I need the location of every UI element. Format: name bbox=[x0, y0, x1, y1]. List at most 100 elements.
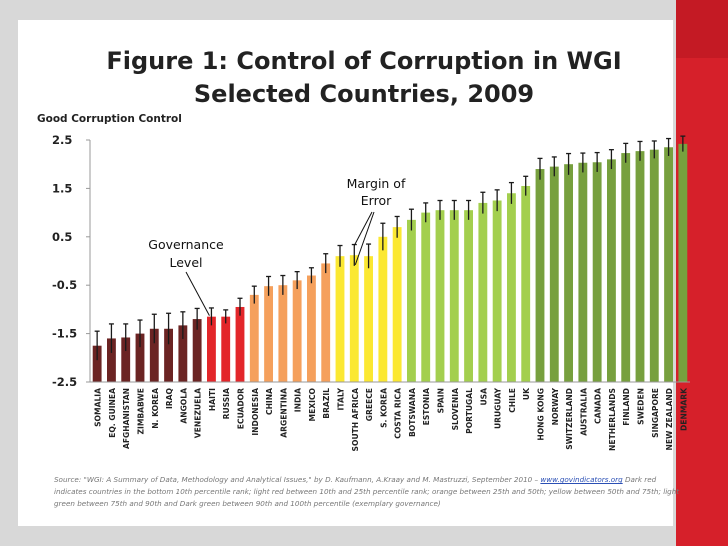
slide-canvas bbox=[18, 20, 673, 526]
bar bbox=[521, 185, 531, 382]
x-tick-label: VENEZUELA bbox=[194, 388, 203, 438]
x-tick-label: ESTONIA bbox=[422, 388, 431, 425]
bar bbox=[335, 256, 345, 382]
x-tick-label: BOTSWANA bbox=[408, 388, 417, 437]
bar bbox=[278, 285, 288, 382]
annotation-margin-line-2: Error bbox=[361, 193, 392, 208]
x-tick-label: GREECE bbox=[365, 388, 374, 421]
bar bbox=[678, 143, 688, 382]
annotation-governance-line-1: Governance bbox=[148, 237, 224, 252]
x-tick-label: CANADA bbox=[594, 388, 603, 424]
x-tick-label: SWEDEN bbox=[637, 388, 646, 425]
annotation-margin-line-1: Margin of bbox=[347, 176, 406, 191]
y-tick-label: -0.5 bbox=[52, 278, 77, 292]
x-tick-label: FINLAND bbox=[622, 388, 631, 426]
x-tick-label: S. KOREA bbox=[379, 388, 388, 428]
x-tick-label: NORWAY bbox=[551, 388, 560, 426]
bar bbox=[207, 316, 216, 382]
bar bbox=[492, 200, 502, 382]
source-suffix: Dark red indicates countries in the bott… bbox=[54, 475, 680, 508]
x-tick-label: RUSSIA bbox=[222, 388, 231, 419]
x-tick-label: INDIA bbox=[294, 388, 303, 412]
x-tick-label: CHINA bbox=[265, 388, 274, 415]
y-tick-label: -2.5 bbox=[52, 375, 77, 389]
annotation-governance-line-2: Level bbox=[170, 255, 203, 270]
x-tick-label: SPAIN bbox=[437, 388, 446, 413]
x-tick-label: ITALY bbox=[337, 388, 346, 411]
slide-accent-band-top bbox=[676, 0, 728, 58]
x-tick-label: AFGHANISTAN bbox=[122, 388, 131, 449]
y-tick-label: -1.5 bbox=[52, 327, 77, 341]
bar bbox=[349, 255, 359, 382]
bar bbox=[221, 316, 231, 382]
x-tick-label: PORTUGAL bbox=[465, 388, 474, 434]
bar bbox=[107, 338, 116, 382]
annotation-margin-arrow-upper bbox=[353, 211, 373, 246]
bar bbox=[292, 280, 302, 382]
y-tick-label: 1.5 bbox=[52, 181, 72, 195]
bar bbox=[621, 153, 631, 382]
x-tick-label: UK bbox=[522, 387, 531, 400]
bar bbox=[578, 162, 588, 382]
x-tick-label: CHILE bbox=[508, 388, 517, 413]
bar bbox=[592, 162, 602, 382]
y-tick-label: 0.5 bbox=[52, 230, 72, 244]
x-tick-label: SINGAPORE bbox=[651, 388, 660, 438]
x-tick-label: URUGUAY bbox=[494, 388, 503, 429]
x-tick-label: BRAZIL bbox=[322, 388, 331, 419]
bar bbox=[321, 263, 331, 382]
x-tick-label: EQ. GUINEA bbox=[108, 388, 117, 438]
bar bbox=[435, 210, 445, 382]
bar bbox=[478, 202, 488, 382]
bar bbox=[407, 219, 416, 382]
x-tick-label: HAITI bbox=[208, 388, 217, 411]
bar bbox=[92, 345, 102, 382]
bar bbox=[164, 328, 173, 382]
bar bbox=[149, 328, 159, 382]
chart-title-line-2: Selected Countries, 2009 bbox=[193, 80, 535, 108]
bar bbox=[364, 256, 373, 382]
x-tick-label: ECUADOR bbox=[237, 388, 246, 429]
bar bbox=[507, 193, 516, 382]
bar bbox=[307, 275, 316, 382]
x-tick-label: SWITZERLAND bbox=[565, 388, 574, 450]
x-tick-label: N. KOREA bbox=[151, 388, 160, 429]
bar bbox=[178, 325, 188, 382]
bar bbox=[664, 147, 673, 382]
bar bbox=[635, 151, 645, 382]
bar bbox=[249, 294, 259, 382]
bar bbox=[607, 159, 616, 382]
x-tick-label: ANGOLA bbox=[179, 388, 188, 424]
bar bbox=[121, 337, 131, 382]
bar bbox=[449, 210, 459, 382]
source-link[interactable]: www.govindicators.org bbox=[540, 475, 623, 484]
bar bbox=[392, 227, 402, 382]
x-tick-label: NEW ZEALAND bbox=[665, 388, 674, 451]
x-tick-label: NETHERLANDS bbox=[608, 388, 617, 451]
x-tick-label: SOUTH AFRICA bbox=[351, 388, 360, 452]
bar bbox=[535, 169, 545, 382]
x-tick-label: ZIMBABWE bbox=[137, 388, 146, 435]
annotation-margin-arrow-lower bbox=[354, 211, 375, 266]
y-tick-label: 2.5 bbox=[52, 133, 72, 147]
x-tick-label: HONG KONG bbox=[537, 388, 546, 441]
bar bbox=[421, 212, 431, 382]
x-tick-label: ARGENTINA bbox=[279, 388, 288, 438]
bar bbox=[378, 236, 388, 382]
x-tick-label: SOMALIA bbox=[94, 388, 103, 427]
bar bbox=[464, 210, 473, 382]
bar bbox=[549, 166, 559, 382]
x-tick-label: SLOVENIA bbox=[451, 388, 460, 431]
bar bbox=[649, 149, 659, 382]
annotation-governance-arrow bbox=[185, 271, 210, 316]
x-tick-label: DENMARK bbox=[679, 387, 688, 431]
chart-source-note: Source: "WGI: A Summary of Data, Methodo… bbox=[54, 474, 690, 510]
y-axis-title: Good Corruption Control bbox=[37, 113, 182, 125]
bar bbox=[235, 306, 245, 382]
bar bbox=[564, 164, 573, 382]
x-tick-label: COSTA RICA bbox=[394, 388, 403, 439]
bar bbox=[264, 286, 273, 382]
bar bbox=[135, 333, 145, 382]
x-tick-label: IRAQ bbox=[165, 387, 174, 409]
